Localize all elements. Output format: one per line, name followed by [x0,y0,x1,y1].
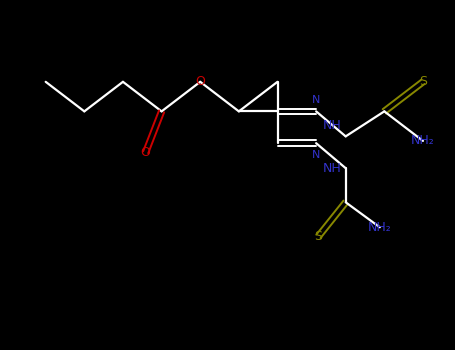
Text: O: O [195,75,205,88]
Text: S: S [314,230,323,243]
Text: NH: NH [323,119,341,132]
Text: S: S [419,75,427,88]
Text: N: N [312,94,320,105]
Text: NH: NH [323,162,341,175]
Text: NH₂: NH₂ [368,221,392,234]
Text: N: N [312,150,320,160]
Text: O: O [141,146,151,159]
Text: NH₂: NH₂ [411,134,435,147]
